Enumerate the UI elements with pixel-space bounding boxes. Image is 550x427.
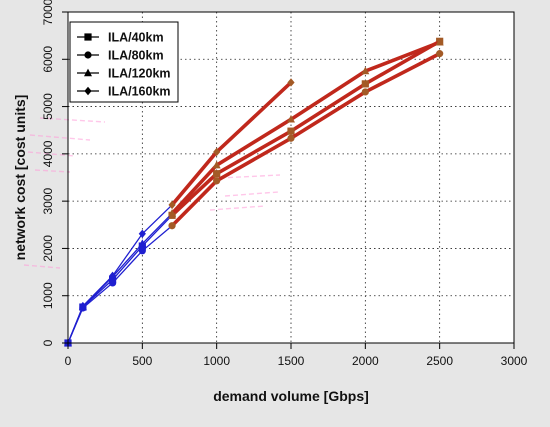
x-tick-label: 0	[65, 354, 72, 368]
legend-label: ILA/80km	[108, 49, 164, 63]
artifact-streak	[29, 134, 91, 141]
axes: 0 500 1000 1500 2000 2500 3000 0 1000 2000 3000 400…	[41, 0, 528, 368]
artifact-streak	[224, 191, 279, 197]
rendering-artifacts	[23, 117, 281, 269]
data-point	[138, 229, 146, 238]
data-point	[138, 247, 146, 255]
legend: ILA/40km ILA/80km ILA/120km ILA/160km	[69, 21, 179, 103]
artifact-streak	[39, 117, 106, 123]
legend-item: ILA/40km	[77, 31, 164, 45]
data-point	[212, 160, 221, 169]
x-tick-label: 2000	[352, 354, 379, 368]
legend-item: ILA/160km	[77, 85, 171, 99]
x-axis-title: demand volume [Gbps]	[213, 388, 369, 404]
data-point	[213, 170, 221, 178]
legend-marker	[84, 68, 92, 77]
x-tick-label: 3000	[501, 354, 528, 368]
y-tick-label: 2000	[41, 235, 55, 262]
artifact-streak	[34, 169, 71, 173]
data-point	[287, 134, 295, 142]
data-point	[213, 147, 221, 157]
data-point	[109, 271, 117, 281]
data-point	[168, 222, 176, 230]
series-layer	[64, 37, 444, 348]
x-tick-label: 2500	[426, 354, 453, 368]
data-point	[287, 127, 295, 135]
legend-label: ILA/120km	[108, 67, 171, 81]
legend-marker	[84, 33, 92, 41]
x-tick-label: 500	[132, 354, 152, 368]
y-tick-label: 0	[41, 339, 55, 346]
legend-item: ILA/80km	[77, 49, 164, 63]
data-point	[79, 301, 87, 311]
data-point	[213, 177, 221, 185]
y-axis-title: network cost [cost units]	[12, 95, 28, 261]
data-point	[287, 78, 295, 87]
data-point	[109, 279, 117, 287]
y-tick-label: 7000	[41, 0, 55, 25]
data-point	[168, 209, 177, 217]
data-point	[361, 66, 370, 75]
y-tick-label: 5000	[41, 93, 55, 120]
legend-label: ILA/160km	[108, 85, 171, 99]
legend-label: ILA/40km	[108, 31, 164, 45]
data-point	[138, 239, 147, 247]
series-ila-160km	[64, 78, 295, 348]
y-tick-label: 4000	[41, 140, 55, 167]
artifact-streak	[209, 205, 266, 211]
legend-marker	[84, 86, 92, 96]
legend-item: ILA/120km	[77, 67, 171, 81]
y-tick-label: 6000	[41, 46, 55, 73]
x-tick-label: 1500	[278, 354, 305, 368]
data-point	[361, 88, 369, 96]
x-tick-label: 1000	[203, 354, 230, 368]
y-tick-label: 3000	[41, 187, 55, 214]
artifact-streak	[219, 174, 281, 179]
legend-marker	[84, 51, 92, 59]
artifact-streak	[23, 264, 61, 269]
data-point	[287, 114, 295, 123]
data-point	[361, 80, 369, 88]
data-point	[435, 37, 444, 46]
data-point	[168, 200, 176, 210]
y-tick-label: 1000	[41, 282, 55, 309]
data-point	[436, 50, 444, 58]
